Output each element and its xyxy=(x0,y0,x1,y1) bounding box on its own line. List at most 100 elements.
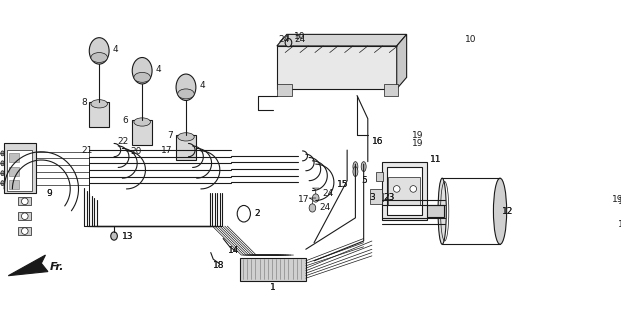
Polygon shape xyxy=(8,255,48,276)
Bar xyxy=(425,205,444,217)
Bar xyxy=(277,84,292,96)
Bar xyxy=(9,153,19,163)
Bar xyxy=(389,177,420,205)
Text: 12: 12 xyxy=(502,207,513,216)
Text: 2: 2 xyxy=(255,209,260,218)
Text: 18: 18 xyxy=(213,261,225,270)
Ellipse shape xyxy=(309,204,315,212)
Ellipse shape xyxy=(361,162,366,172)
Ellipse shape xyxy=(22,213,28,220)
Ellipse shape xyxy=(285,38,292,47)
Ellipse shape xyxy=(178,89,194,99)
Text: 1: 1 xyxy=(270,283,276,292)
Text: 3: 3 xyxy=(369,193,375,202)
Text: 13: 13 xyxy=(122,232,134,241)
Ellipse shape xyxy=(176,74,196,100)
Text: 19: 19 xyxy=(412,131,423,140)
Bar xyxy=(387,167,422,214)
Ellipse shape xyxy=(438,178,446,244)
Bar xyxy=(7,150,32,191)
Ellipse shape xyxy=(312,194,319,202)
Ellipse shape xyxy=(89,38,109,64)
Ellipse shape xyxy=(410,186,417,192)
Text: 1: 1 xyxy=(270,283,276,292)
Text: 2: 2 xyxy=(255,209,260,218)
Ellipse shape xyxy=(353,162,358,172)
Text: 24: 24 xyxy=(279,35,290,44)
Text: Fr.: Fr. xyxy=(50,262,64,272)
Text: 17: 17 xyxy=(161,146,173,155)
Text: 4: 4 xyxy=(112,45,118,54)
Ellipse shape xyxy=(1,161,4,166)
Text: 24: 24 xyxy=(294,35,306,44)
Polygon shape xyxy=(277,34,407,46)
Ellipse shape xyxy=(1,171,4,176)
Text: 14: 14 xyxy=(228,246,240,255)
Ellipse shape xyxy=(494,178,507,244)
Bar xyxy=(132,120,152,145)
Ellipse shape xyxy=(1,181,4,186)
Text: 17: 17 xyxy=(297,195,309,204)
Text: 18: 18 xyxy=(213,261,225,270)
Text: 15: 15 xyxy=(337,180,349,189)
Ellipse shape xyxy=(420,205,427,217)
Ellipse shape xyxy=(1,151,4,156)
Text: 3: 3 xyxy=(369,193,375,202)
Bar xyxy=(370,189,382,204)
Text: 5: 5 xyxy=(361,176,367,185)
Text: 23: 23 xyxy=(384,193,395,202)
Bar xyxy=(176,135,196,160)
Ellipse shape xyxy=(22,198,28,204)
Bar xyxy=(376,172,383,181)
Text: 11: 11 xyxy=(430,156,442,164)
Bar xyxy=(376,193,383,201)
Text: 4: 4 xyxy=(155,65,161,74)
Ellipse shape xyxy=(134,72,150,82)
Bar xyxy=(9,180,19,189)
Ellipse shape xyxy=(91,100,107,108)
Bar xyxy=(89,102,109,127)
Bar xyxy=(18,227,32,235)
Text: 13: 13 xyxy=(122,232,134,241)
Ellipse shape xyxy=(178,133,194,141)
Text: 20: 20 xyxy=(130,147,142,156)
Text: 10: 10 xyxy=(465,35,477,44)
Bar xyxy=(18,197,32,205)
Text: 15: 15 xyxy=(337,180,349,189)
Text: 21: 21 xyxy=(81,146,93,155)
Bar xyxy=(18,212,32,220)
Bar xyxy=(277,46,397,89)
Text: 24: 24 xyxy=(322,188,333,197)
Text: 19: 19 xyxy=(619,197,621,206)
Text: 16: 16 xyxy=(372,137,383,146)
Bar xyxy=(9,167,19,176)
Text: 19: 19 xyxy=(412,139,423,148)
Text: 22: 22 xyxy=(117,137,129,146)
Bar xyxy=(384,84,399,96)
Bar xyxy=(442,178,509,244)
Text: 4: 4 xyxy=(199,81,205,90)
Text: 12: 12 xyxy=(502,207,513,216)
Bar xyxy=(240,258,306,281)
Ellipse shape xyxy=(91,52,107,62)
Ellipse shape xyxy=(237,205,250,222)
Text: 8: 8 xyxy=(81,98,87,107)
Text: 19: 19 xyxy=(612,195,621,204)
Text: 9: 9 xyxy=(47,188,52,197)
Text: 11: 11 xyxy=(430,156,442,164)
Text: 14: 14 xyxy=(228,246,240,255)
Text: 19: 19 xyxy=(619,220,621,229)
Ellipse shape xyxy=(111,232,117,240)
Ellipse shape xyxy=(22,228,28,234)
Text: 23: 23 xyxy=(384,193,395,202)
Ellipse shape xyxy=(394,186,400,192)
Text: 24: 24 xyxy=(319,204,330,212)
Bar xyxy=(382,162,427,220)
Text: 5: 5 xyxy=(361,176,367,185)
Ellipse shape xyxy=(353,167,358,177)
Text: 10: 10 xyxy=(294,32,306,41)
Bar xyxy=(4,143,35,193)
Ellipse shape xyxy=(132,58,152,84)
Text: 16: 16 xyxy=(372,137,383,146)
Text: 7: 7 xyxy=(167,131,173,140)
